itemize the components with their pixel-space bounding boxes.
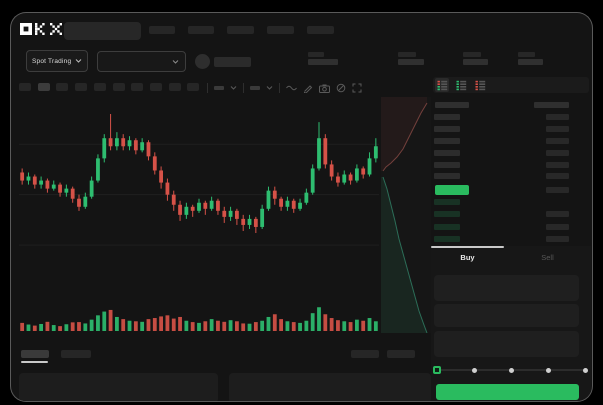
ask-row-amount[interactable] [546,150,569,156]
ask-row-price[interactable] [434,138,460,144]
stat-value-2 [398,59,424,65]
bid-row-price[interactable] [434,211,460,217]
timeframe-button-2[interactable] [37,83,50,91]
orderbook-header-price [435,102,469,108]
chevron-down-icon [75,58,82,64]
nav-item-4[interactable] [267,26,294,34]
ask-row-amount[interactable] [546,138,569,144]
bottom-panel-right [229,373,431,401]
orderbook-header-amount [534,102,569,108]
bottom-tab-1[interactable] [21,350,49,358]
ask-row-price[interactable] [434,150,460,156]
active-tab-indicator [431,246,504,248]
chart-tool-divider-icon [243,83,244,93]
orderbook-modes [435,78,487,92]
bottom-active-tab-indicator [21,361,48,363]
bid-row-price[interactable] [434,199,460,205]
pair-name-placeholder [214,57,251,67]
book-asks-icon[interactable] [473,78,487,92]
bid-row-price[interactable] [434,224,460,230]
timeframe-button-4[interactable] [75,83,88,91]
pair-selector-dropdown[interactable] [97,51,186,72]
total-field[interactable] [434,331,579,357]
trade-panel: Buy Sell [431,246,591,401]
chart-tool-fullscreen-icon[interactable] [352,83,362,93]
ask-row-price[interactable] [434,126,460,132]
nav-item-2[interactable] [188,26,214,34]
timeframe-button-9[interactable] [168,83,181,91]
ask-row-price[interactable] [434,162,460,168]
timeframe-button-1[interactable] [19,83,31,91]
timeframe-button-7[interactable] [131,83,144,91]
last-price-badge[interactable] [435,185,469,195]
price-chart[interactable] [19,97,379,333]
last-price-amount [546,187,569,193]
timeframe-button-8[interactable] [149,83,162,91]
stat-label-3 [463,52,481,57]
ask-row-price[interactable] [434,114,460,120]
chart-tool-divider-icon [207,83,208,93]
ask-row-amount[interactable] [546,114,569,120]
chevron-down-icon [172,59,179,65]
orderbook-mode-strip [433,77,589,93]
market-type-label: Spot Trading [32,57,72,65]
chart-tool-wave-icon[interactable] [286,84,297,92]
tab-sell[interactable]: Sell [541,253,554,262]
bottom-action-2[interactable] [387,350,415,358]
bottom-tab-2[interactable] [61,350,91,358]
amount-field[interactable] [434,304,579,327]
book-both-icon[interactable] [435,78,449,92]
timeframe-button-3[interactable] [56,83,69,91]
slider-stop[interactable] [471,367,477,373]
slider-handle[interactable] [433,366,441,374]
chart-tool-chevron-icon[interactable] [230,85,237,91]
timeframe-button-6[interactable] [112,83,125,91]
bid-row-amount[interactable] [546,224,569,230]
buy-submit-button[interactable] [436,384,579,400]
nav-item-3[interactable] [227,26,254,34]
depth-chart[interactable] [381,97,431,333]
bid-row-amount[interactable] [546,211,569,217]
stat-value-3 [463,59,488,65]
timeframe-button-5[interactable] [93,83,106,91]
ask-row-amount[interactable] [546,126,569,132]
stat-value-4 [518,59,543,65]
interval-selector[interactable] [250,86,260,90]
chart-tools [207,81,362,95]
chart-tool-camera-icon[interactable] [319,84,330,93]
bid-row-amount[interactable] [546,236,569,242]
app-window: Spot Trading Buy Sell [10,12,593,402]
stat-label-2 [398,52,416,57]
chart-tool-pencil-icon[interactable] [303,83,313,93]
chart-tool-settings-icon[interactable] [336,83,346,93]
stat-label-4 [518,52,535,57]
tab-buy[interactable]: Buy [460,253,475,262]
price-field[interactable] [434,275,579,301]
chart-tool-chevron-icon[interactable] [266,85,273,91]
book-bids-icon[interactable] [454,78,468,92]
slider-stop[interactable] [508,367,514,373]
bid-row-price[interactable] [434,236,460,242]
orderbook-panel[interactable] [431,98,591,246]
okx-logo [20,23,62,35]
nav-item-5[interactable] [307,26,334,34]
market-type-dropdown[interactable]: Spot Trading [26,50,88,72]
amount-slider[interactable] [431,362,591,378]
indicator-selector[interactable] [214,86,224,90]
nav-item-1[interactable] [149,26,175,34]
stat-label-1 [308,52,324,57]
ask-row-price[interactable] [434,173,460,179]
ask-row-amount[interactable] [546,173,569,179]
stat-value-1 [308,59,338,65]
bottom-action-1[interactable] [351,350,379,358]
bottom-panel-left [19,373,218,401]
token-avatar [195,54,210,69]
chart-tool-divider-icon [279,83,280,93]
slider-stop[interactable] [545,367,551,373]
search-input[interactable] [64,22,141,40]
slider-stop[interactable] [582,367,588,373]
timeframe-button-10[interactable] [187,83,200,91]
ask-row-amount[interactable] [546,162,569,168]
